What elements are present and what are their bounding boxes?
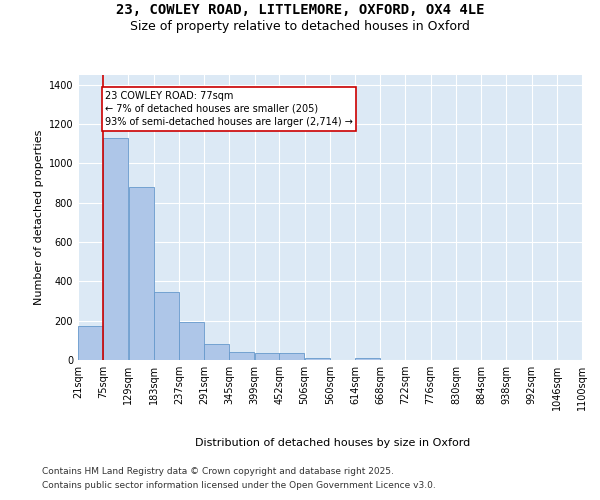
- Bar: [204, 344, 229, 360]
- Text: Distribution of detached houses by size in Oxford: Distribution of detached houses by size …: [196, 438, 470, 448]
- Y-axis label: Number of detached properties: Number of detached properties: [34, 130, 44, 305]
- Bar: [154, 292, 179, 360]
- Text: 23, COWLEY ROAD, LITTLEMORE, OXFORD, OX4 4LE: 23, COWLEY ROAD, LITTLEMORE, OXFORD, OX4…: [116, 2, 484, 16]
- Bar: [78, 326, 103, 360]
- Bar: [305, 358, 329, 360]
- Text: Size of property relative to detached houses in Oxford: Size of property relative to detached ho…: [130, 20, 470, 33]
- Bar: [128, 187, 154, 360]
- Bar: [280, 353, 304, 360]
- Text: Contains HM Land Registry data © Crown copyright and database right 2025.: Contains HM Land Registry data © Crown c…: [42, 467, 394, 476]
- Text: Contains public sector information licensed under the Open Government Licence v3: Contains public sector information licen…: [42, 481, 436, 490]
- Text: 23 COWLEY ROAD: 77sqm
← 7% of detached houses are smaller (205)
93% of semi-deta: 23 COWLEY ROAD: 77sqm ← 7% of detached h…: [105, 90, 353, 127]
- Bar: [254, 353, 280, 360]
- Bar: [103, 138, 128, 360]
- Bar: [229, 352, 254, 360]
- Bar: [179, 322, 204, 360]
- Bar: [355, 358, 380, 360]
